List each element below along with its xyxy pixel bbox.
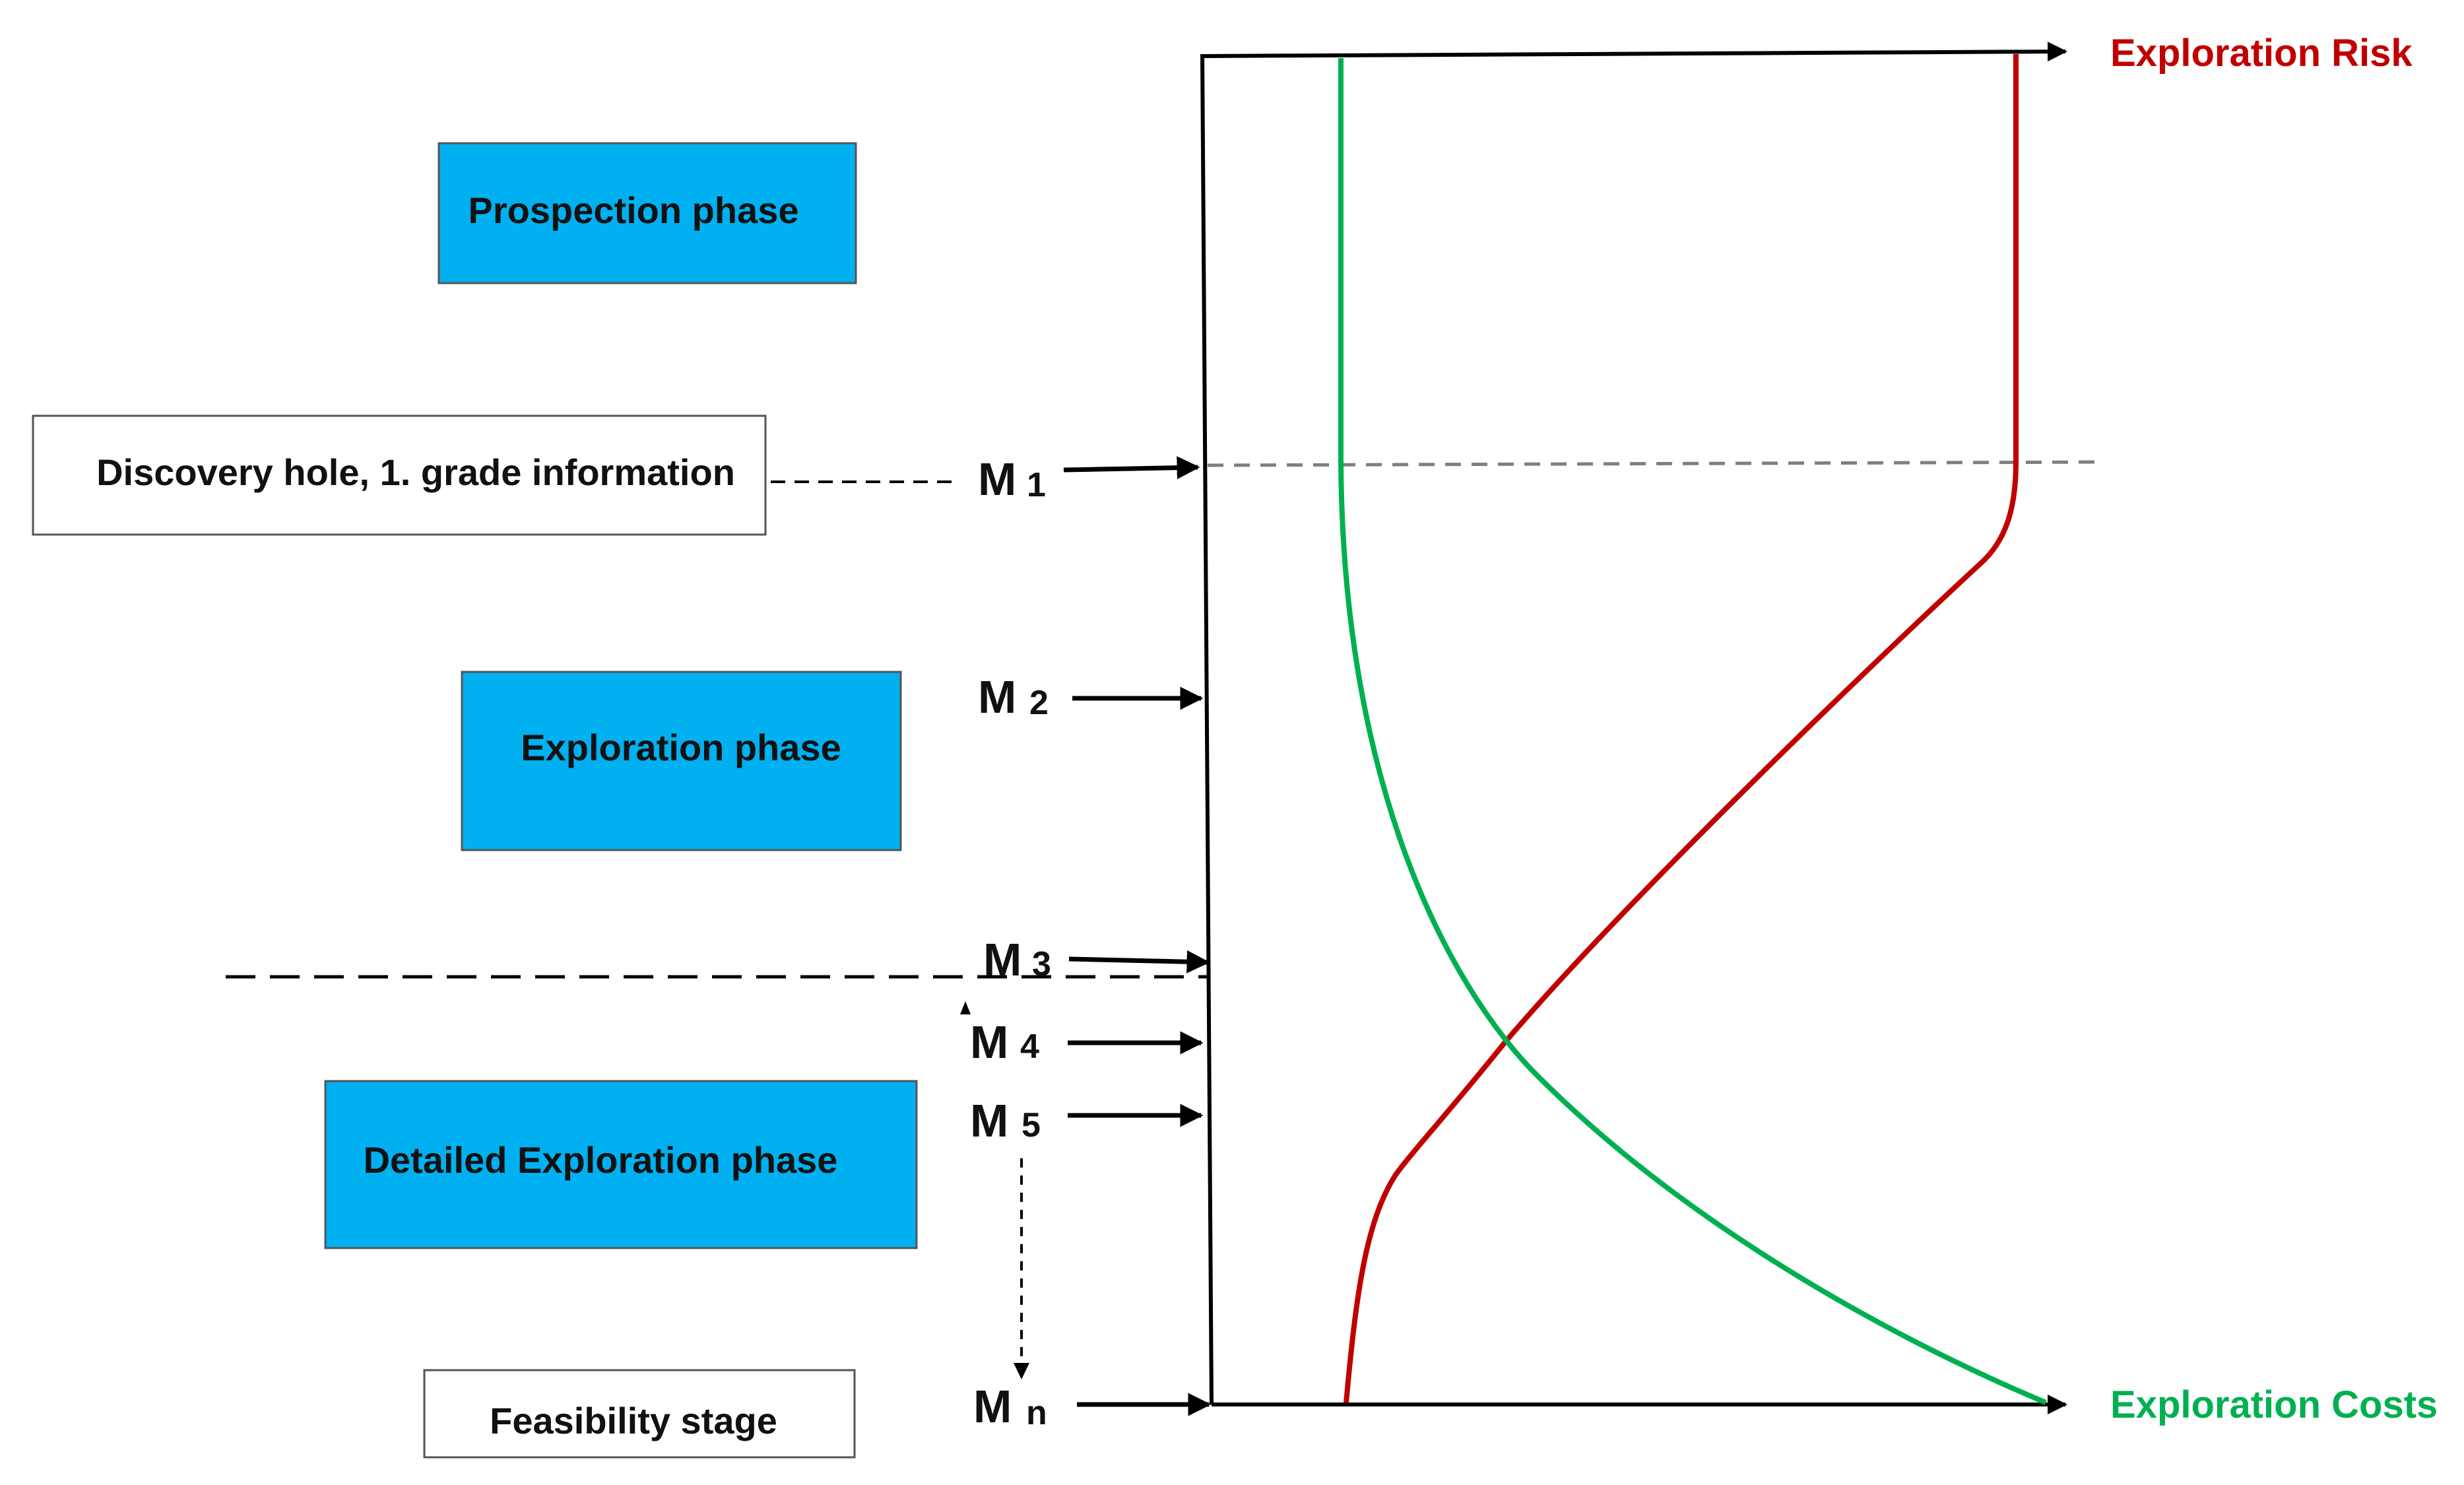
prospection-phase-label: Prospection phase — [468, 189, 798, 231]
small-up-arrow — [960, 1001, 971, 1014]
milestone-m1: M 1 — [978, 453, 1200, 505]
milestone-m4-letter: M — [970, 1016, 1008, 1068]
milestone-m5-letter: M — [970, 1095, 1008, 1146]
m1-level-dashed-line — [1207, 460, 2106, 467]
m5-to-mn-arrowhead — [1014, 1363, 1029, 1379]
detailed-exploration-phase-box: Detailed Exploration phase — [324, 1080, 918, 1249]
exploration-phase-box: Exploration phase — [461, 671, 902, 851]
prospection-phase-box: Prospection phase — [438, 142, 857, 284]
risk-axis-arrow — [1202, 42, 2067, 62]
milestone-m2-letter: M — [978, 671, 1016, 723]
milestone-m3-sub: 3 — [1032, 945, 1051, 983]
milestone-m5-sub: 5 — [1021, 1106, 1041, 1144]
milestone-mn-sub: n — [1026, 1394, 1047, 1432]
detailed-exploration-phase-label: Detailed Exploration phase — [364, 1139, 838, 1181]
milestone-mn-letter: M — [973, 1381, 1012, 1432]
milestone-m4: M 4 — [970, 1016, 1204, 1068]
chart-left-axis — [1200, 53, 1214, 1405]
milestone-mn: M n — [973, 1381, 1212, 1432]
milestone-m3-letter: M — [983, 934, 1021, 985]
milestone-m5: M 5 — [970, 1095, 1204, 1146]
exploration-costs-curve — [1338, 58, 2047, 1405]
exploration-risk-label: Exploration Risk — [2110, 32, 2413, 75]
discovery-hole-box: Discovery hole, 1. grade information — [32, 414, 767, 536]
discovery-hole-label: Discovery hole, 1. grade information — [96, 451, 735, 493]
milestone-m1-sub: 1 — [1027, 466, 1046, 504]
milestone-m3-arrow — [1068, 950, 1210, 974]
milestone-m2-sub: 2 — [1029, 684, 1049, 722]
feasibility-stage-box: Feasibility stage — [423, 1369, 856, 1459]
feasibility-stage-label: Feasibility stage — [490, 1400, 777, 1441]
milestone-m1-letter: M — [978, 453, 1016, 505]
milestone-m2: M 2 — [978, 671, 1204, 723]
milestone-m4-sub: 4 — [1020, 1028, 1039, 1066]
exploration-costs-label: Exploration Costs — [2110, 1383, 2438, 1426]
exploration-risk-curve — [1344, 54, 2019, 1403]
milestone-m1-arrow — [1063, 456, 1200, 480]
exploration-phase-label: Exploration phase — [521, 727, 841, 768]
milestone-m3: M 3 — [983, 934, 1210, 985]
